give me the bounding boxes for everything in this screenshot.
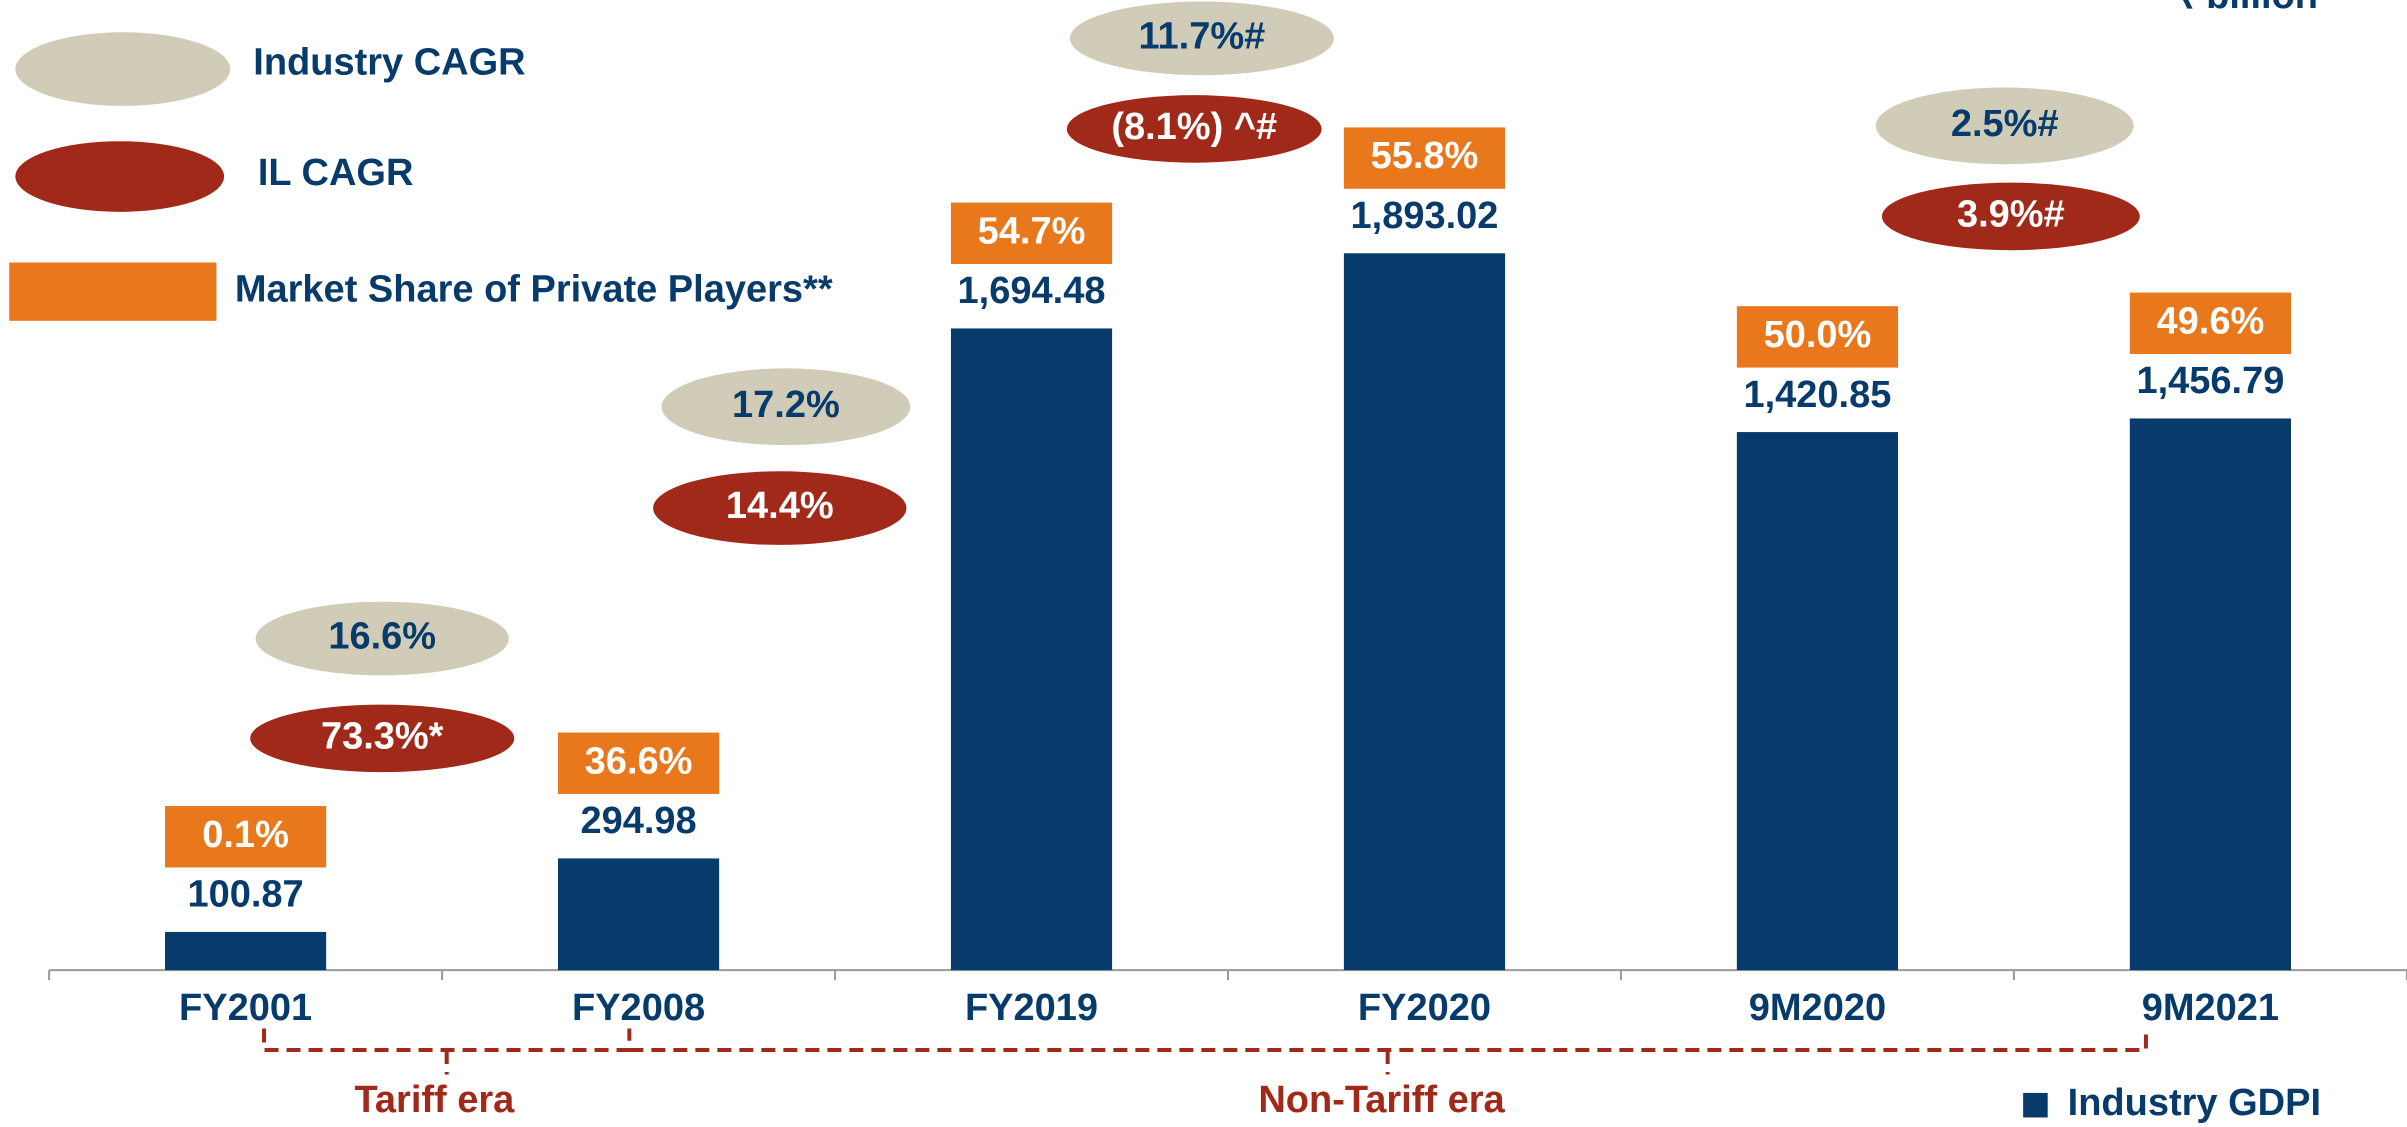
industry-cagr-label: 11.7%#: [1139, 15, 1266, 57]
il-cagr-bubble: [1881, 182, 2140, 251]
legend-label: Market Share of Private Players**: [235, 269, 833, 311]
legend-label: IL CAGR: [258, 152, 414, 194]
industry-cagr-bubble: [255, 601, 509, 676]
il-cagr-bubble: [250, 704, 515, 773]
bar: [165, 931, 327, 971]
bar: [1343, 253, 1506, 971]
value-label: 1,456.79: [2136, 360, 2284, 402]
bar: [950, 328, 1113, 971]
era-bracket-tick: [444, 1049, 1390, 1075]
bar: [557, 858, 720, 971]
share-label: 49.6%: [2157, 300, 2265, 342]
share-label: 55.8%: [1371, 135, 1479, 177]
value-label: 294.98: [580, 800, 696, 842]
legend-swatch: [2023, 1092, 2048, 1118]
x-tick-label: FY2001: [179, 987, 312, 1029]
share-label: 0.1%: [202, 814, 289, 856]
il-cagr-label: (8.1%) ^#: [1111, 106, 1277, 148]
share-box: [557, 732, 720, 794]
legend-label: Industry CAGR: [253, 42, 525, 84]
share-box: [165, 806, 327, 868]
share-box: [1343, 127, 1506, 189]
value-label: 100.87: [187, 874, 303, 916]
legend-swatch: [15, 32, 231, 106]
x-tick-label: 9M2021: [2142, 987, 2279, 1029]
industry-cagr-bubble: [1069, 1, 1334, 76]
industry-cagr-label: 17.2%: [732, 384, 840, 426]
industry-cagr-label: 2.5%#: [1951, 103, 2059, 145]
era-bracket: [262, 1028, 2148, 1052]
industry-cagr-bubble: [1875, 87, 2134, 165]
share-label: 36.6%: [585, 740, 693, 782]
share-box: [1736, 306, 1899, 368]
il-cagr-label: 3.9%#: [1957, 193, 2065, 235]
share-box: [950, 202, 1113, 264]
share-label: 50.0%: [1764, 314, 1872, 356]
era-label: Non-Tariff era: [1258, 1079, 1505, 1121]
industry-cagr-label: 16.6%: [328, 616, 436, 658]
x-tick-label: FY2019: [965, 987, 1098, 1029]
x-tick-label: FY2020: [1358, 987, 1491, 1029]
x-tick-label: FY2008: [572, 987, 705, 1029]
value-label: 1,694.48: [958, 270, 1106, 312]
value-label: 1,893.02: [1351, 195, 1499, 237]
share-label: 54.7%: [978, 210, 1086, 252]
legend-swatch: [9, 262, 217, 321]
value-label: 1,420.85: [1743, 374, 1891, 416]
bar: [2129, 418, 2291, 971]
x-tick-label: 9M2020: [1749, 987, 1886, 1029]
industry-cagr-bubble: [661, 368, 911, 446]
il-cagr-bubble: [653, 471, 907, 545]
era-label: Tariff era: [355, 1079, 516, 1121]
il-cagr-label: 73.3%*: [321, 715, 444, 757]
legend-label: Industry GDPI: [2068, 1082, 2321, 1124]
il-cagr-label: 14.4%: [726, 485, 834, 527]
unit-label: ₹ billion: [2171, 0, 2318, 17]
bar: [1736, 432, 1899, 971]
legend-swatch: [15, 141, 225, 212]
il-cagr-bubble: [1066, 95, 1322, 163]
share-box: [2129, 292, 2291, 354]
